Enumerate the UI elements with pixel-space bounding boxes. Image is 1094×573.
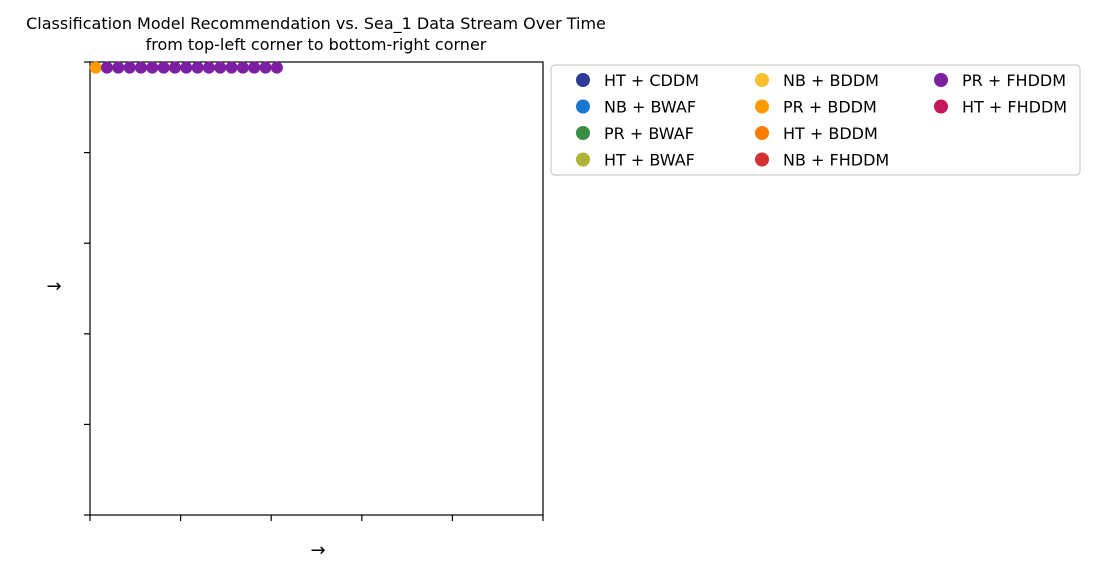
legend-label: PR + FHDDM: [962, 71, 1066, 90]
x-axis-ticks: [89, 515, 544, 521]
legend-label: HT + FHDDM: [962, 98, 1067, 117]
plot-frame: [89, 61, 544, 516]
legend-marker: [934, 99, 948, 114]
legend-label: NB + BWAF: [604, 98, 696, 117]
legend-marker: [755, 73, 769, 87]
data-point: [180, 61, 193, 74]
data-point: [248, 61, 261, 74]
data-point: [225, 61, 238, 74]
legend-marker: [755, 99, 769, 114]
legend-marker: [934, 73, 948, 87]
legend-marker: [576, 73, 590, 87]
legend-label: NB + FHDDM: [783, 151, 889, 170]
legend-label: PR + BDDM: [783, 98, 877, 117]
legend-marker: [576, 99, 590, 114]
legend-label: PR + BWAF: [604, 124, 694, 143]
legend-marker: [755, 152, 769, 167]
data-point: [123, 61, 136, 74]
data-point: [146, 61, 159, 74]
chart-subtitle: from top-left corner to bottom-right cor…: [146, 35, 487, 54]
legend-marker: [755, 126, 769, 140]
data-point: [134, 61, 147, 74]
chart-title: Classification Model Recommendation vs. …: [26, 14, 606, 34]
data-point: [100, 61, 113, 74]
legend-box: [550, 64, 1081, 176]
data-point: [191, 61, 204, 74]
legend-marker: [576, 152, 590, 167]
data-point: [112, 61, 125, 74]
data-point: [157, 61, 170, 74]
data-point: [236, 61, 249, 74]
data-point: [214, 61, 227, 74]
legend: HT + CDDM NB + BWAF PR + BWAF HT + BWAF NB +…: [550, 64, 1081, 176]
legend-label: HT + BDDM: [783, 124, 878, 143]
data-points: [89, 61, 283, 74]
y-axis-ticks: [84, 61, 90, 516]
legend-label: HT + CDDM: [604, 71, 699, 90]
y-axis-label: →: [46, 276, 61, 297]
data-point: [270, 61, 283, 74]
legend-items: HT + CDDM NB + BWAF PR + BWAF HT + BWAF NB +…: [576, 71, 1067, 170]
legend-marker: [576, 126, 590, 140]
data-point: [168, 61, 181, 74]
data-point: [259, 61, 272, 74]
data-point: [202, 61, 215, 74]
legend-label: NB + BDDM: [783, 71, 879, 90]
x-axis-label: →: [310, 540, 325, 561]
legend-label: HT + BWAF: [604, 151, 695, 170]
data-point: [89, 61, 102, 74]
